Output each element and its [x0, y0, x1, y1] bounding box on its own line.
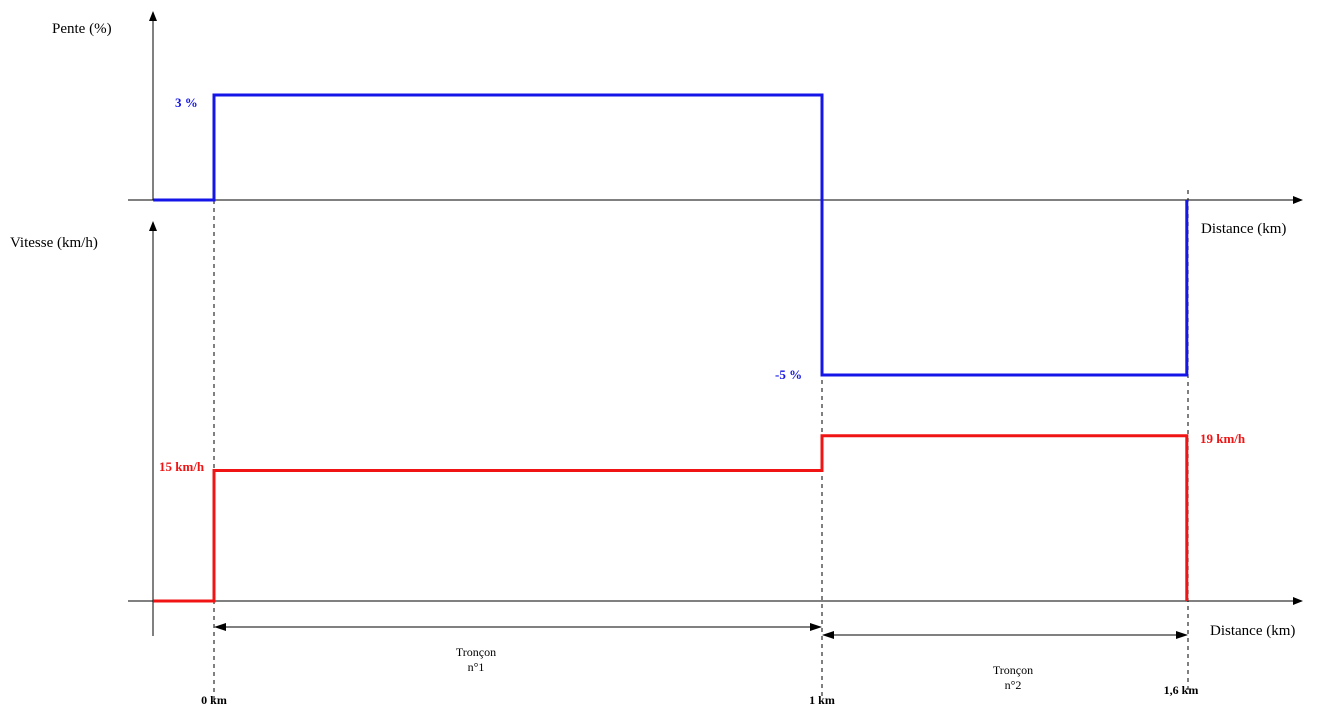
- speed-y-axis-label: Vitesse (km/h): [10, 235, 98, 251]
- speed-annotation-1: 15 km/h: [159, 459, 205, 474]
- speed-series-line: [153, 434, 1189, 603]
- slope-x-axis-label: Distance (km): [1201, 221, 1286, 237]
- slope-series-line: [153, 93, 1189, 377]
- axes: [128, 11, 1303, 636]
- slope-annotation-up: 3 %: [175, 95, 198, 110]
- x-tick-0km: 0 km: [201, 693, 227, 707]
- segment-1-label-line1: Tronçon: [456, 645, 496, 659]
- segment-2-label-line1: Tronçon: [993, 663, 1033, 677]
- segment-dimensions: [214, 623, 1188, 639]
- slope-annotation-down: -5 %: [775, 367, 802, 382]
- guides: [213, 190, 1189, 700]
- speed-annotation-2: 19 km/h: [1200, 431, 1246, 446]
- slope-y-axis-label: Pente (%): [52, 21, 112, 37]
- x-tick-1km: 1 km: [809, 693, 835, 707]
- segment-1-label-line2: n°1: [468, 660, 485, 674]
- x-tick-1-6km: 1,6 km: [1164, 683, 1199, 697]
- series-layer: [153, 93, 1189, 603]
- segment-2-label-line2: n°2: [1005, 678, 1022, 692]
- speed-x-axis-label: Distance (km): [1210, 623, 1295, 639]
